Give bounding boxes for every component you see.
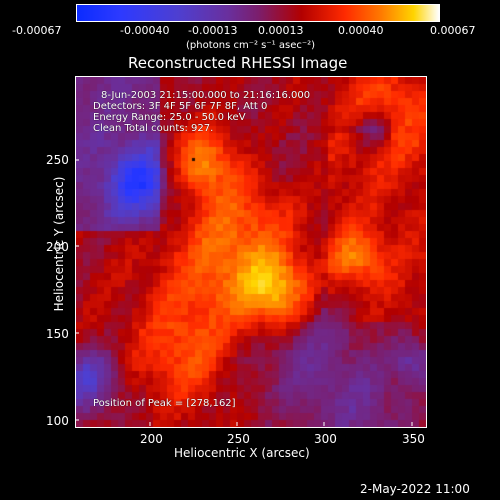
colorbar-tick-label-3: 0.00013 xyxy=(258,24,304,37)
colorbar-tick-label-4: 0.00040 xyxy=(338,24,384,37)
y-tick-label-100: 100 xyxy=(46,414,69,428)
rhessi-image-plot xyxy=(75,76,427,428)
image-title: Reconstructed RHESSI Image xyxy=(128,54,348,72)
footer-timestamp: 2-May-2022 11:00 xyxy=(360,482,470,496)
overlay-line-clean: Clean Total counts: 927. xyxy=(93,123,214,134)
x-tick-label-250: 250 xyxy=(227,432,250,446)
x-axis-label: Heliocentric X (arcsec) xyxy=(174,446,310,460)
y-tick-label-200: 200 xyxy=(46,240,69,254)
overlay-peak-position: Position of Peak = [278,162] xyxy=(93,398,236,409)
heatmap-canvas xyxy=(76,77,426,427)
overlay-line-detectors: Detectors: 3F 4F 5F 6F 7F 8F, Att 0 xyxy=(93,101,268,112)
colorbar-units-label: (photons cm⁻² s⁻¹ asec⁻²) xyxy=(186,40,316,51)
colorbar xyxy=(76,4,440,22)
y-tick-label-150: 150 xyxy=(46,327,69,341)
colorbar-tick-label-0: -0.00067 xyxy=(12,24,62,37)
y-axis-label: Heliocentric Y (arcsec) xyxy=(52,176,66,312)
overlay-line-energy: Energy Range: 25.0 - 50.0 keV xyxy=(93,112,246,123)
x-tick-label-300: 300 xyxy=(314,432,337,446)
colorbar-tick-label-5: 0.00067 xyxy=(430,24,476,37)
colorbar-tick-label-1: -0.00040 xyxy=(120,24,170,37)
x-tick-label-200: 200 xyxy=(140,432,163,446)
overlay-line-time: 8-Jun-2003 21:15:00.000 to 21:16:16.000 xyxy=(101,90,311,101)
x-tick-label-350: 350 xyxy=(402,432,425,446)
y-tick-label-250: 250 xyxy=(46,153,69,167)
colorbar-tick-label-2: -0.00013 xyxy=(188,24,238,37)
